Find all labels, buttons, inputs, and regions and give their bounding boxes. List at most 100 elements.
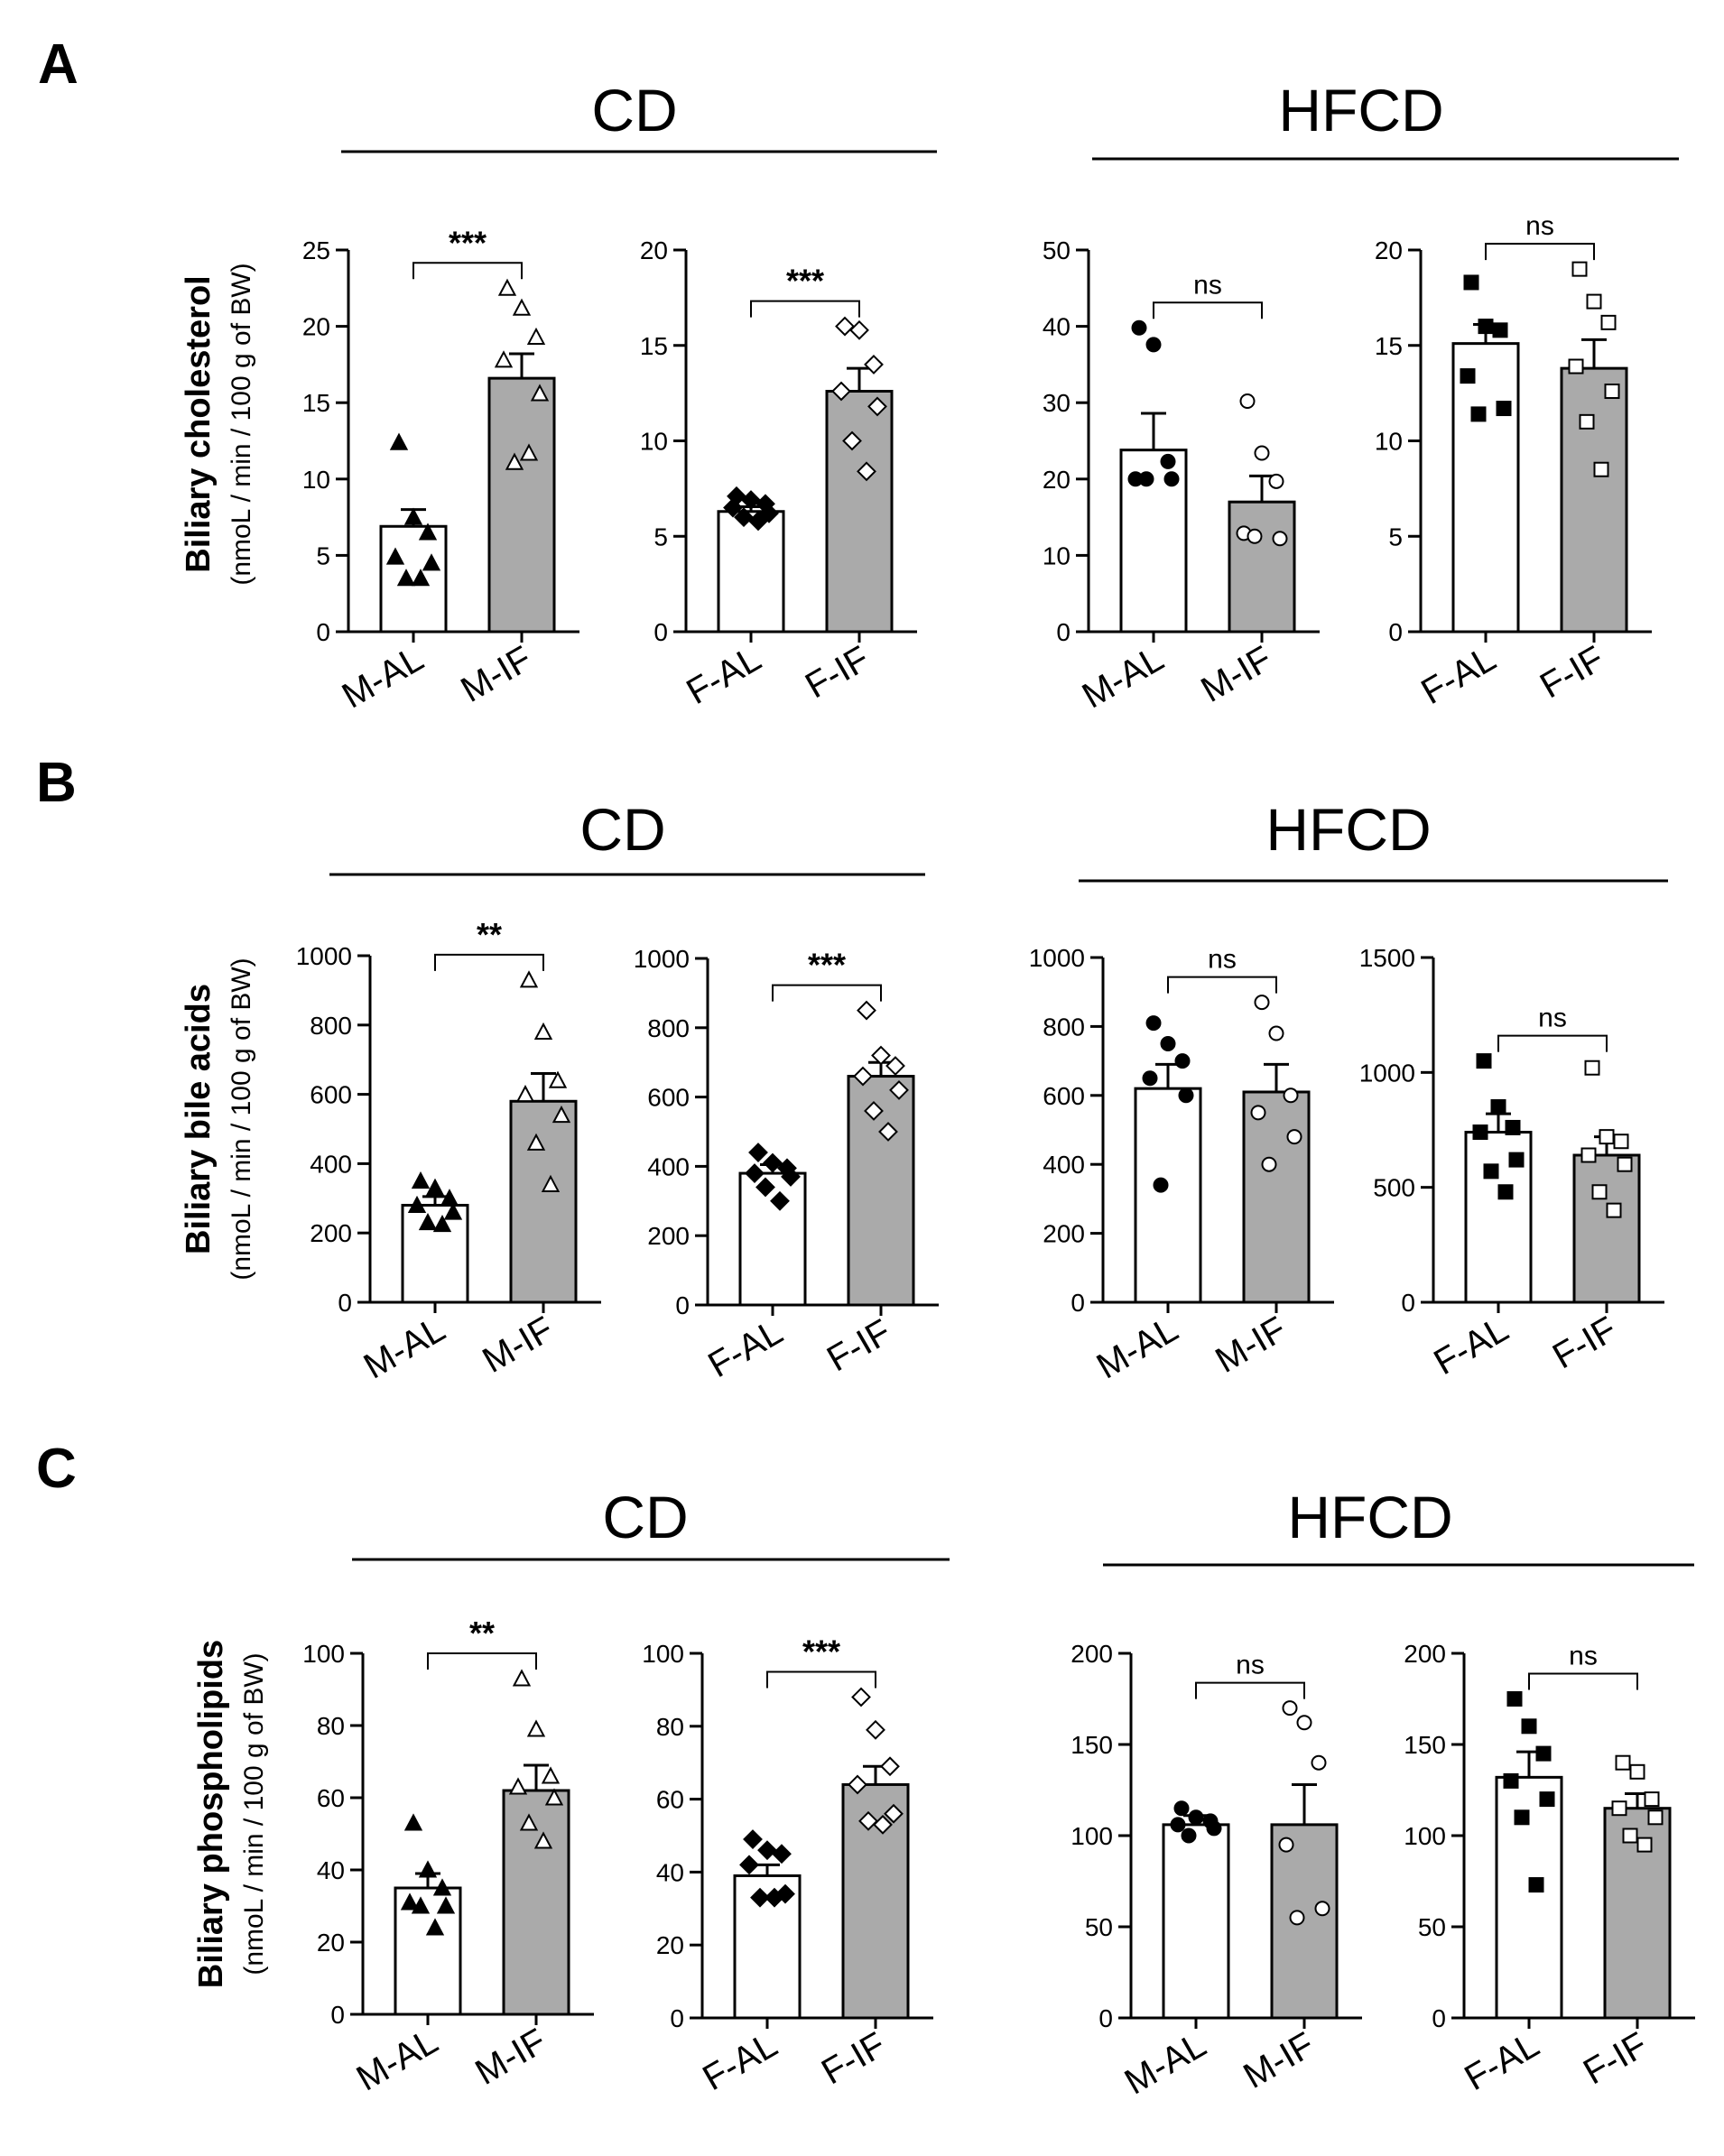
data-point (1593, 461, 1609, 477)
y-tick-label: 0 (675, 1291, 690, 1319)
bar-f-al (717, 510, 785, 634)
bar-m-if (502, 1789, 570, 2016)
data-point (526, 1719, 546, 1737)
data-point (526, 327, 546, 345)
data-point (1636, 1837, 1653, 1853)
data-point (884, 1803, 904, 1824)
data-point (1178, 1087, 1194, 1104)
data-point (723, 497, 743, 518)
data-point (1261, 1156, 1277, 1172)
significance-label: ns (1208, 945, 1237, 975)
data-point (1254, 995, 1270, 1011)
bar-m-if (509, 1099, 578, 1304)
y-tick-label: 1000 (634, 945, 690, 973)
bar-f-if (1603, 1807, 1672, 2020)
data-point (418, 1213, 438, 1231)
x-tick-label: M-IF (1237, 2025, 1321, 2096)
y-tick-label: 0 (1432, 2004, 1446, 2032)
data-point (1268, 1025, 1284, 1041)
data-point (1286, 1129, 1302, 1145)
y-tick-label: 10 (640, 428, 668, 456)
y-axis-unit-c: (nmoL / min / 100 g of BW) (239, 1652, 269, 1975)
bar-f-if (825, 390, 894, 634)
y-tick-label: 800 (647, 1014, 690, 1042)
data-point (763, 1152, 783, 1173)
y-tick-label: 100 (642, 1640, 684, 1668)
y-tick-label: 80 (317, 1712, 345, 1740)
data-point (1272, 531, 1288, 547)
data-point (1188, 1809, 1204, 1826)
data-point (1647, 1809, 1664, 1826)
data-point (443, 1202, 463, 1220)
significance-bracket (1485, 243, 1595, 261)
data-point (1314, 1901, 1330, 1917)
y-tick-label: 600 (1043, 1082, 1085, 1110)
y-tick-label: 0 (338, 1289, 352, 1317)
data-point (864, 1101, 884, 1121)
group-title-b-hfcd: HFCD (1265, 796, 1431, 863)
data-point (1289, 1910, 1305, 1926)
y-tick-label: 50 (1043, 236, 1071, 264)
data-point (1463, 274, 1479, 291)
y-tick-label: 10 (302, 466, 330, 494)
significance-label: ns (1193, 270, 1222, 300)
y-tick-label: 100 (1071, 1822, 1113, 1850)
y-tick-label: 50 (1085, 1913, 1113, 1941)
y-tick-label: 200 (1043, 1220, 1085, 1248)
data-point (866, 1719, 885, 1740)
y-tick-label: 400 (310, 1150, 352, 1178)
y-tick-label: 40 (317, 1856, 345, 1884)
data-point (505, 452, 524, 470)
y-axis-title-c: Biliary phospholipids (192, 1640, 230, 1988)
data-point (1586, 293, 1602, 310)
bar-m-al (1162, 1823, 1230, 2020)
y-tick-label: 40 (1043, 313, 1071, 341)
subplot-c-11: 0 50 100 150 200 F-AL F-IF ns (1404, 1640, 1695, 2098)
y-axis-unit-a: (nmoL / min / 100 g of BW) (227, 263, 256, 585)
data-point (745, 1163, 765, 1183)
data-point (403, 507, 423, 525)
data-point (1483, 1163, 1499, 1180)
data-point (411, 1171, 431, 1189)
data-point (1145, 337, 1162, 353)
data-point (1250, 1105, 1266, 1121)
data-point (857, 1000, 876, 1021)
y-tick-label: 200 (1071, 1640, 1113, 1668)
y-tick-label: 1000 (296, 942, 352, 970)
data-point (407, 1195, 427, 1213)
x-tick-label: M-AL (1118, 2025, 1213, 2103)
data-point (1206, 1820, 1222, 1837)
y-tick-label: 20 (302, 313, 330, 341)
data-point (418, 1860, 438, 1878)
data-point (867, 396, 887, 417)
data-point (734, 507, 754, 528)
y-tick-label: 20 (640, 236, 668, 264)
data-point (548, 1070, 568, 1088)
subplot-a-2: 0 10 20 30 40 50 M-AL M-IF ns (1043, 236, 1320, 717)
data-point (1615, 1754, 1631, 1771)
y-axis-title-b: Biliary bile acids (180, 984, 218, 1254)
y-tick-label: 30 (1043, 389, 1071, 417)
data-point (389, 432, 409, 450)
y-tick-label: 400 (647, 1152, 690, 1180)
x-tick-label: F-AL (701, 1312, 789, 1385)
y-tick-label: 50 (1418, 1913, 1446, 1941)
x-tick-label: F-IF (820, 1312, 897, 1380)
data-point (755, 1177, 775, 1198)
data-point (770, 1190, 790, 1211)
y-tick-label: 60 (317, 1784, 345, 1812)
x-tick-label: F-IF (799, 639, 876, 707)
y-tick-label: 400 (1043, 1151, 1085, 1179)
data-point (497, 278, 517, 296)
data-point (831, 381, 851, 402)
y-tick-label: 0 (1056, 618, 1071, 646)
data-point (541, 1766, 561, 1784)
data-point (1160, 453, 1176, 469)
x-tick-label: F-IF (1546, 1309, 1623, 1377)
subplot-b-4: 0 200 400 600 800 1000 M-AL M-IF ** (296, 916, 601, 1387)
x-tick-label: M-IF (454, 639, 538, 710)
data-point (1282, 1700, 1298, 1716)
data-point (1472, 1124, 1488, 1141)
y-tick-label: 200 (1404, 1640, 1446, 1668)
data-point (1571, 261, 1588, 277)
